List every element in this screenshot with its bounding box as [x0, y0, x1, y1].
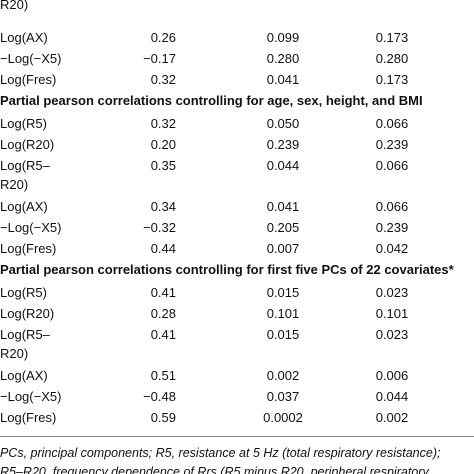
cell-value: 0.099: [266, 30, 300, 45]
row-label: Log(R5): [0, 116, 47, 131]
cell-value: 0.173: [375, 72, 409, 87]
cell-value: 0.023: [375, 327, 409, 342]
cell-value: 0.28: [150, 306, 176, 321]
footnote: PCs, principal components; R5, resistanc…: [0, 446, 441, 460]
cell-value: 0.042: [375, 241, 409, 256]
cell-value: 0.050: [266, 116, 300, 131]
cell-value: 0.205: [266, 220, 300, 235]
cell-value: 0.002: [266, 368, 300, 383]
cell-value: 0.41: [150, 285, 176, 300]
cell-value: 0.066: [375, 158, 409, 173]
cell-value: 0.20: [150, 137, 176, 152]
cell-value: 0.066: [375, 199, 409, 214]
cell-value: 0.006: [375, 368, 409, 383]
section-heading: Partial pearson correlations controlling…: [0, 93, 423, 108]
cell-value: 0.101: [266, 306, 300, 321]
cell-value: −0.48: [143, 389, 176, 404]
cell-value: 0.023: [375, 285, 409, 300]
cell-value: 0.041: [266, 199, 300, 214]
cell-value: 0.239: [266, 137, 300, 152]
row-label: Log(Fres): [0, 72, 57, 87]
cell-value: −0.32: [143, 220, 176, 235]
cell-value: 0.101: [375, 306, 409, 321]
cell-value: 0.280: [266, 51, 300, 66]
row-label: Log(R5–: [0, 327, 50, 342]
cell-value: 0.35: [150, 158, 176, 173]
cell-value: 0.41: [150, 327, 176, 342]
row-label: Log(Fres): [0, 410, 57, 425]
cell-value: 0.173: [375, 30, 409, 45]
row-label: Log(R20): [0, 137, 55, 152]
cell-value: −0.17: [143, 51, 176, 66]
cell-value: 0.51: [150, 368, 176, 383]
cell-value: 0.44: [150, 241, 176, 256]
cell-value: 0.32: [150, 72, 176, 87]
row-label: Log(Fres): [0, 241, 57, 256]
cell-value: 0.037: [266, 389, 300, 404]
row-label: R20): [0, 177, 29, 192]
row-label: Log(AX): [0, 199, 48, 214]
row-label: −Log(−X5): [0, 220, 62, 235]
cell-value: 0.239: [375, 137, 409, 152]
cell-value: 0.044: [266, 158, 300, 173]
cell-value: 0.34: [150, 199, 176, 214]
cell-value: 0.066: [375, 116, 409, 131]
row-label: −Log(−X5): [0, 51, 62, 66]
row-label: Log(R5–: [0, 158, 50, 173]
section-heading: Partial pearson correlations controlling…: [0, 262, 454, 277]
footnote: R5–R20, frequency dependence of Rrs (R5 …: [0, 465, 429, 474]
cell-value: 0.59: [150, 410, 176, 425]
row-label: Log(R5): [0, 285, 47, 300]
row-label: −Log(−X5): [0, 389, 62, 404]
row-label: R20): [0, 0, 29, 12]
cell-value: 0.041: [266, 72, 300, 87]
cell-value: 0.0002: [263, 410, 303, 425]
cell-value: 0.239: [375, 220, 409, 235]
row-label: R20): [0, 346, 29, 361]
row-label: Log(AX): [0, 368, 48, 383]
cell-value: 0.007: [266, 241, 300, 256]
cell-value: 0.044: [375, 389, 409, 404]
cell-value: 0.26: [150, 30, 176, 45]
cell-value: 0.002: [375, 410, 409, 425]
row-label: Log(AX): [0, 30, 48, 45]
cell-value: 0.015: [266, 285, 300, 300]
row-label: Log(R20): [0, 306, 55, 321]
cell-value: 0.32: [150, 116, 176, 131]
table-rule: [0, 436, 474, 437]
cell-value: 0.280: [375, 51, 409, 66]
cell-value: 0.015: [266, 327, 300, 342]
